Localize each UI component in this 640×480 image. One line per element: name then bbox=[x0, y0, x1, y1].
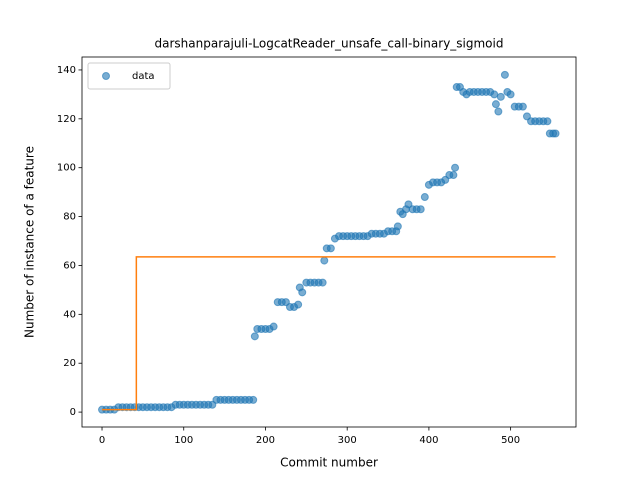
y-axis-label: Number of instance of a feature bbox=[23, 146, 37, 338]
data-point bbox=[269, 322, 278, 331]
y-tick-label: 120 bbox=[57, 114, 76, 125]
data-point bbox=[496, 92, 505, 101]
y-tick-label: 140 bbox=[57, 65, 76, 76]
data-point bbox=[451, 163, 460, 172]
data-point bbox=[491, 100, 500, 109]
x-tick-label: 300 bbox=[338, 435, 357, 446]
data-point bbox=[249, 395, 258, 404]
data-point bbox=[506, 90, 515, 99]
y-tick-label: 60 bbox=[63, 260, 76, 271]
x-tick-label: 0 bbox=[99, 435, 105, 446]
y-tick-label: 20 bbox=[63, 358, 76, 369]
x-axis-label: Commit number bbox=[280, 456, 378, 470]
data-point bbox=[320, 256, 329, 265]
data-point bbox=[500, 70, 509, 79]
x-tick-label: 200 bbox=[256, 435, 275, 446]
legend-box bbox=[87, 62, 171, 90]
x-tick-label: 500 bbox=[501, 435, 520, 446]
data-point bbox=[294, 300, 303, 309]
legend-marker bbox=[102, 72, 110, 80]
line bbox=[102, 256, 556, 411]
y-tick-label: 0 bbox=[70, 407, 76, 418]
y-tick-label: 40 bbox=[63, 309, 76, 320]
axis-frame bbox=[81, 56, 577, 428]
data-point bbox=[543, 117, 552, 126]
data-point bbox=[326, 244, 335, 253]
data-point bbox=[393, 222, 402, 231]
data-point bbox=[318, 278, 327, 287]
plot-area bbox=[98, 70, 560, 414]
data-point bbox=[490, 90, 499, 99]
data-point bbox=[420, 193, 429, 202]
data-point bbox=[298, 288, 307, 297]
data-point bbox=[518, 102, 527, 111]
chart-title: darshanparajuli-LogcatReader_unsafe_call… bbox=[155, 37, 504, 51]
data-point bbox=[494, 107, 503, 116]
x-tick-label: 400 bbox=[419, 435, 438, 446]
data-point bbox=[250, 332, 259, 341]
data-point bbox=[449, 171, 458, 180]
data-point bbox=[551, 129, 560, 138]
legend-label: data bbox=[132, 71, 155, 82]
y-tick-label: 80 bbox=[63, 212, 76, 223]
y-tick-label: 100 bbox=[57, 163, 76, 174]
data-point bbox=[416, 205, 425, 214]
x-tick-label: 100 bbox=[174, 435, 193, 446]
